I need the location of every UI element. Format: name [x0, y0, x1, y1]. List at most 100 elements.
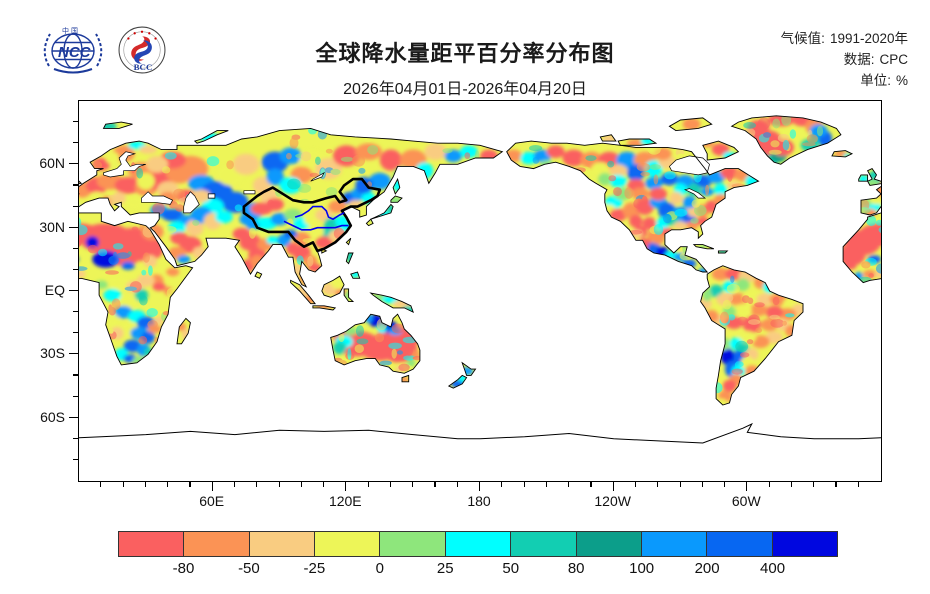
ncc-logo-text: NCC	[58, 44, 92, 61]
lat-tick	[73, 395, 78, 397]
lakes	[103, 151, 710, 214]
colorbar-label: -80	[172, 560, 195, 577]
yellow-river	[294, 205, 345, 221]
world-map-canvas	[79, 101, 881, 481]
lon-tick	[122, 481, 124, 487]
colorbar-cell	[511, 532, 577, 556]
lon-tick	[701, 481, 703, 487]
colorbar-cell	[249, 532, 316, 556]
colorbar-cell	[445, 532, 512, 556]
bcc-red-swirl	[131, 36, 151, 61]
lat-tick	[73, 268, 78, 271]
lon-tick	[523, 481, 525, 487]
yangtze-river	[283, 220, 349, 231]
coastlines	[79, 115, 881, 406]
bcc-logo-text: BCC	[134, 62, 153, 72]
lon-tick	[590, 481, 592, 487]
ncc-logo-icon: 中 国 NCC	[43, 26, 103, 74]
lon-tick	[456, 481, 458, 487]
lat-tick	[73, 374, 78, 376]
lat-tick	[73, 205, 78, 207]
lat-tick	[69, 290, 78, 292]
colorbar-label: 25	[436, 560, 454, 577]
lon-tick-label: 120E	[328, 492, 362, 509]
colorbar-label: 400	[760, 560, 786, 577]
colorbar-label: 50	[502, 560, 520, 577]
lat-tick	[73, 458, 78, 461]
svg-text:中 国: 中 国	[62, 26, 78, 35]
lon-tick-label: 60E	[199, 492, 225, 509]
lon-tick	[724, 481, 726, 487]
colorbar-label: -25	[303, 560, 326, 577]
lat-tick	[73, 184, 78, 186]
lon-tick	[278, 481, 280, 487]
lon-tick	[501, 481, 503, 487]
lat-tick-label: 60N	[39, 155, 65, 172]
lat-tick	[69, 416, 78, 418]
lon-tick	[813, 481, 815, 487]
lon-tick-label: 180	[467, 492, 491, 509]
lat-tick	[69, 226, 78, 228]
lon-tick	[612, 481, 614, 491]
china-border	[242, 177, 382, 253]
colorbar-cell	[576, 532, 642, 556]
lon-tick	[768, 481, 770, 487]
colorbar-label: 80	[567, 560, 585, 577]
lon-tick-label: 120W	[594, 492, 631, 509]
colorbar-legend	[118, 531, 838, 557]
page-subtitle: 2026年04月01日-2026年04月20日	[343, 81, 587, 98]
colorbar-cell	[380, 532, 446, 556]
world-map	[78, 100, 882, 482]
lon-tick	[657, 481, 659, 487]
lon-tick	[211, 481, 213, 491]
meta-datasource: 数据: CPC	[843, 52, 908, 67]
meta-unit: 单位:%	[860, 73, 908, 88]
lat-tick	[73, 121, 78, 123]
lon-tick	[345, 481, 347, 491]
antarctica-coastline	[479, 422, 881, 444]
lat-tick	[73, 142, 78, 144]
lon-tick	[389, 481, 392, 487]
lon-tick	[479, 481, 481, 491]
lon-tick	[167, 481, 169, 487]
lon-tick	[256, 481, 258, 487]
colorbar-label: 100	[629, 560, 655, 577]
colorbar-cell	[184, 532, 250, 556]
lon-tick	[835, 481, 837, 487]
lon-tick	[679, 481, 681, 487]
lon-tick	[790, 481, 793, 487]
lat-tick	[73, 311, 78, 313]
lon-tick	[367, 481, 369, 487]
bcc-blue-swirl	[134, 40, 152, 64]
lon-tick	[434, 481, 436, 487]
colorbar-cell	[707, 532, 773, 556]
lat-tick	[73, 247, 78, 249]
lat-tick-label: 60S	[40, 408, 65, 425]
lon-tick	[144, 481, 146, 487]
colorbar-label: -50	[238, 560, 260, 577]
colorbar-cell	[119, 532, 185, 556]
lon-tick	[189, 481, 191, 487]
lon-tick	[857, 481, 859, 487]
colorbar-cell	[315, 532, 381, 556]
lon-tick	[412, 481, 414, 487]
colorbar-cell	[641, 532, 708, 556]
lat-tick	[73, 332, 78, 334]
lon-tick	[233, 481, 236, 487]
lat-tick-label: EQ	[44, 282, 65, 298]
lon-tick	[634, 481, 637, 487]
meta-climatology: 气候值: 1991-2020年	[780, 31, 908, 46]
lat-tick	[73, 437, 78, 439]
lon-tick	[323, 481, 325, 487]
lat-tick-label: 30S	[40, 345, 65, 362]
colorbar-cell	[772, 532, 837, 556]
agency-logos: 中 国 NCC BCC	[36, 24, 166, 76]
lat-tick-label: 30N	[39, 218, 65, 235]
lon-tick	[568, 481, 570, 487]
lat-tick	[69, 163, 78, 165]
colorbar-label: 200	[694, 560, 720, 577]
antarctica-coastline	[79, 429, 480, 440]
lon-tick	[300, 481, 302, 487]
bcc-logo-icon: BCC	[118, 26, 166, 74]
